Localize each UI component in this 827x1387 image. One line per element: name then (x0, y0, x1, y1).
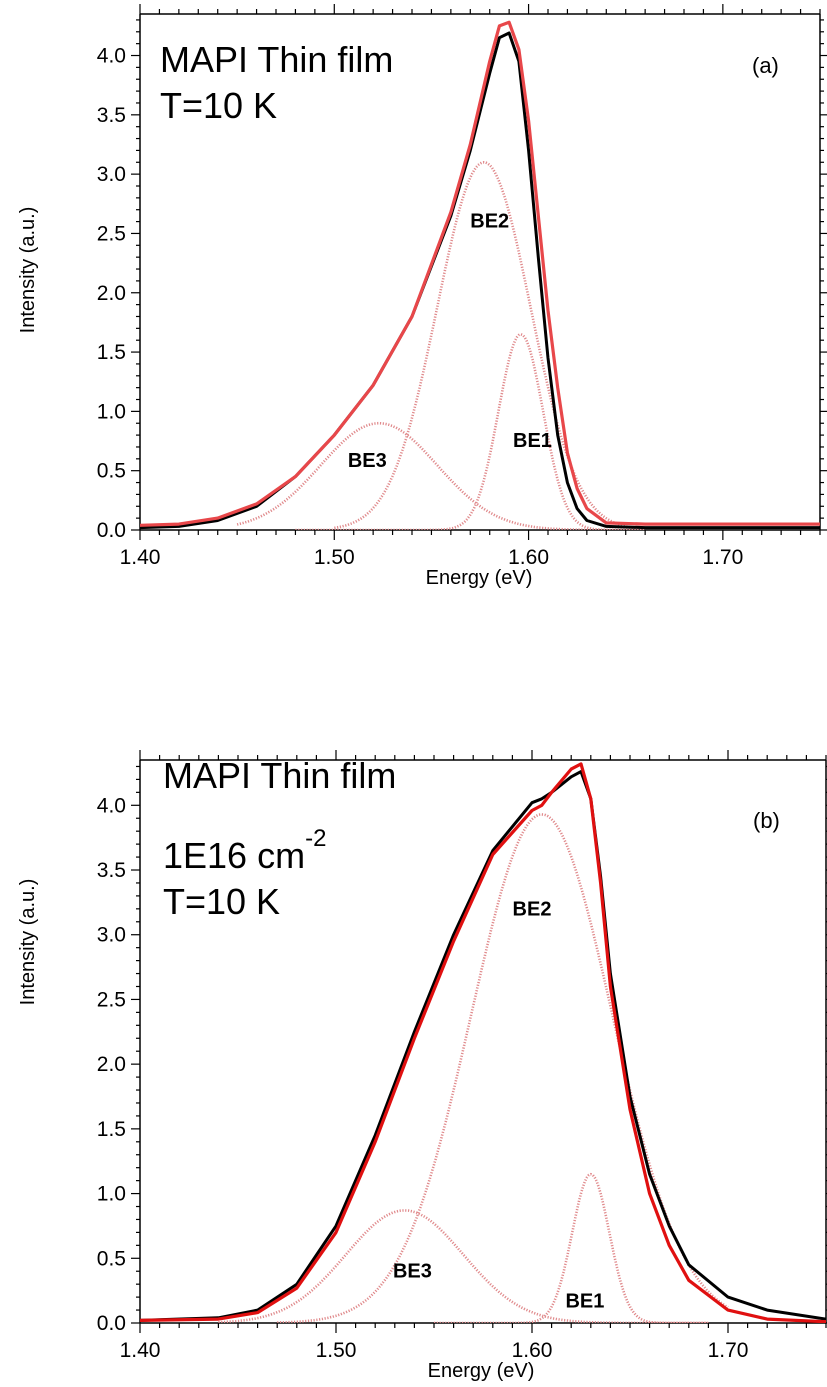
y-axis-title: Intensity (a.u.) (17, 879, 39, 1006)
y-tick-label: 3.0 (97, 163, 126, 186)
series-line-be2 (277, 813, 729, 1323)
panel-label: (b) (753, 808, 780, 833)
series-line-be3 (218, 1209, 709, 1323)
annotation-line-2: T=10 K (160, 85, 277, 126)
series-line-be1 (295, 333, 646, 530)
annotation-line-1: MAPI Thin film (160, 39, 393, 80)
x-axis-title: Energy (eV) (428, 1360, 535, 1382)
annotation-line-2-group: 1E16 cm-2 (163, 825, 326, 876)
annotation-line-1: MAPI Thin film (163, 755, 396, 796)
peak-label-be1: BE1 (513, 430, 552, 452)
series-line-be3 (236, 421, 646, 530)
x-tick-label: 1.60 (512, 1339, 553, 1362)
y-tick-label: 0.5 (97, 1247, 126, 1270)
y-tick-label: 0.5 (97, 460, 126, 483)
peak-label-be3: BE3 (393, 1261, 432, 1283)
peak-label-be2: BE2 (513, 898, 552, 920)
y-tick-label: 4.0 (97, 794, 126, 817)
peak-label-be2: BE2 (470, 211, 509, 233)
series-line-measured (140, 770, 826, 1322)
x-tick-label: 1.50 (314, 546, 355, 569)
x-tick-label: 1.50 (316, 1339, 357, 1362)
y-tick-label: 1.5 (97, 1118, 126, 1141)
annotation-superscript: -2 (305, 825, 326, 852)
y-tick-label: 2.5 (97, 222, 126, 245)
y-tick-label: 0.0 (97, 1312, 126, 1335)
x-tick-label: 1.70 (708, 1339, 749, 1362)
series-line-fit (140, 20, 820, 527)
series-line-be1 (434, 1172, 709, 1323)
plot-area: 1.40 1.50 1.60 1.70 0.0 0.5 1.0 1.5 2.0 2.5 3.0 3.5… (97, 4, 827, 569)
y-tick-label: 0.0 (97, 519, 126, 542)
x-tick-label: 1.40 (120, 546, 161, 569)
y-tick-label: 3.0 (97, 924, 126, 947)
chart-panel-a: 1.40 1.50 1.60 1.70 0.0 0.5 1.0 1.5 2.0 2.5 3.0 3.5… (17, 4, 827, 589)
y-tick-label: 3.5 (97, 859, 126, 882)
x-axis-title: Energy (eV) (426, 567, 533, 589)
y-tick-label: 1.0 (97, 1183, 126, 1206)
panel-label: (a) (752, 53, 779, 78)
annotation-line-2: 1E16 cm (163, 835, 305, 876)
x-tick-label: 1.60 (508, 546, 549, 569)
y-tick-label: 1.0 (97, 400, 126, 423)
annotation-line-3: T=10 K (163, 881, 280, 922)
series-line-be2 (334, 161, 646, 530)
y-tick-label: 1.5 (97, 341, 126, 364)
x-tick-label: 1.40 (120, 1339, 161, 1362)
y-tick-label: 2.0 (97, 282, 126, 305)
y-tick-label: 2.5 (97, 988, 126, 1011)
peak-label-be3: BE3 (348, 450, 387, 472)
y-tick-label: 2.0 (97, 1053, 126, 1076)
y-tick-label: 4.0 (97, 45, 126, 68)
y-axis-title: Intensity (a.u.) (17, 207, 39, 334)
peak-label-be1: BE1 (565, 1290, 604, 1312)
x-tick-label: 1.70 (702, 546, 743, 569)
chart-panel-b: 1.40 1.50 1.60 1.70 0.0 0.5 1.0 1.5 2.0 2.5 3.0 3.5… (17, 750, 827, 1382)
series-line-fit (140, 762, 826, 1323)
y-tick-label: 3.5 (97, 104, 126, 127)
